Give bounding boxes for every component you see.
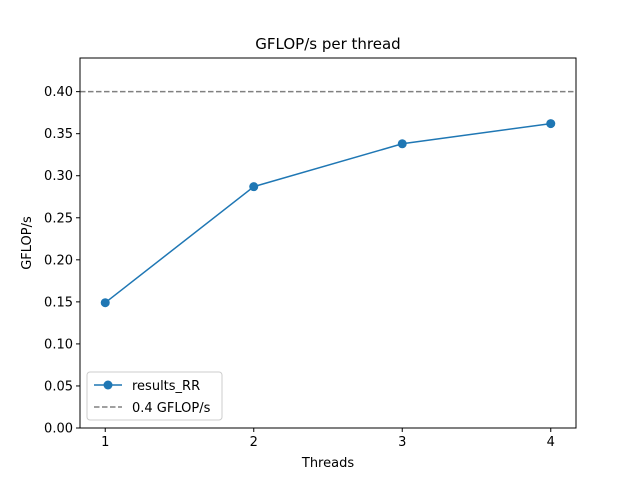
y-axis: 0.00 0.05 0.10 0.15 0.20 0.25 0.30 0.35 0.40 bbox=[44, 85, 80, 437]
series-line bbox=[104, 122, 551, 304]
y-tick-label: 0.30 bbox=[44, 169, 73, 184]
x-tick-label: 3 bbox=[398, 435, 406, 450]
y-tick-label: 0.20 bbox=[44, 253, 73, 268]
x-tick-label: 4 bbox=[547, 435, 555, 450]
y-axis-label: GFLOP/s bbox=[20, 216, 35, 270]
plot-area bbox=[80, 90, 576, 308]
chart-title: GFLOP/s per thread bbox=[255, 35, 400, 53]
y-tick-label: 0.15 bbox=[44, 295, 73, 310]
legend-label-results-rr: results_RR bbox=[132, 379, 200, 394]
data-point bbox=[546, 119, 556, 129]
data-point bbox=[397, 139, 407, 149]
y-tick-label: 0.00 bbox=[44, 422, 73, 437]
y-tick-label: 0.25 bbox=[44, 211, 73, 226]
legend: results_RR 0.4 GFLOP/s bbox=[86, 371, 223, 421]
y-tick-label: 0.40 bbox=[44, 85, 73, 100]
data-point bbox=[249, 182, 259, 192]
x-tick-label: 1 bbox=[101, 435, 109, 450]
x-axis-label: Threads bbox=[301, 456, 354, 471]
x-axis: 1 2 3 4 bbox=[101, 428, 555, 450]
y-tick-label: 0.05 bbox=[44, 379, 73, 394]
axes-frame bbox=[79, 57, 577, 429]
data-point bbox=[100, 298, 110, 308]
legend-marker-results-rr bbox=[103, 380, 113, 390]
y-tick-label: 0.10 bbox=[44, 337, 73, 352]
y-tick-label: 0.35 bbox=[44, 127, 73, 142]
x-tick-label: 2 bbox=[250, 435, 258, 450]
legend-box bbox=[86, 371, 223, 421]
legend-label-reference: 0.4 GFLOP/s bbox=[132, 401, 211, 416]
